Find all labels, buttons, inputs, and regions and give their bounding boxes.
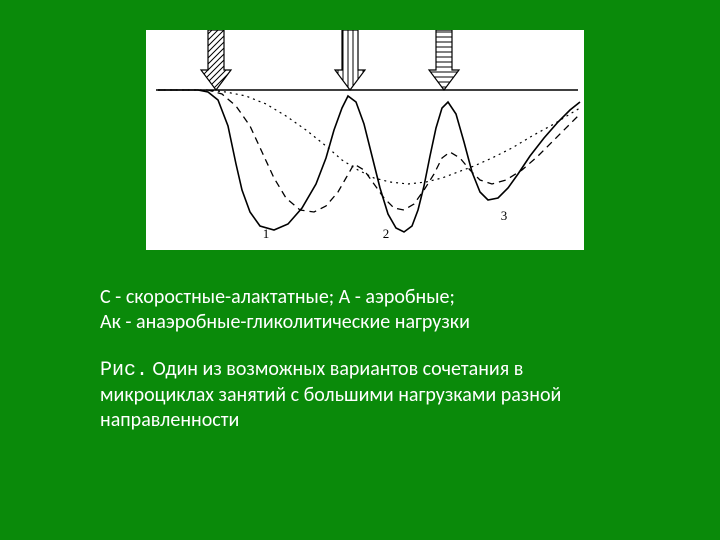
caption-prefix: Рис.	[100, 359, 148, 382]
svg-text:1: 1	[263, 226, 270, 241]
slide-text: С - скоростные-алактатные; А - аэробные;…	[100, 285, 630, 455]
svg-text:2: 2	[383, 226, 390, 241]
legend-line-2: Ак - анаэробные-гликолитические нагрузки	[100, 310, 470, 334]
figure-panel: СААн123	[146, 30, 584, 250]
svg-text:3: 3	[501, 208, 508, 223]
legend-block: С - скоростные-алактатные; А - аэробные;…	[100, 285, 630, 335]
caption-text: Один из возможных вариантов сочетания в …	[100, 357, 561, 432]
legend-line-1: С - скоростные-алактатные; А - аэробные;	[100, 285, 455, 309]
diagram-svg: СААн123	[146, 30, 584, 250]
caption-block: Рис. Один из возможных вариантов сочетан…	[100, 357, 630, 433]
